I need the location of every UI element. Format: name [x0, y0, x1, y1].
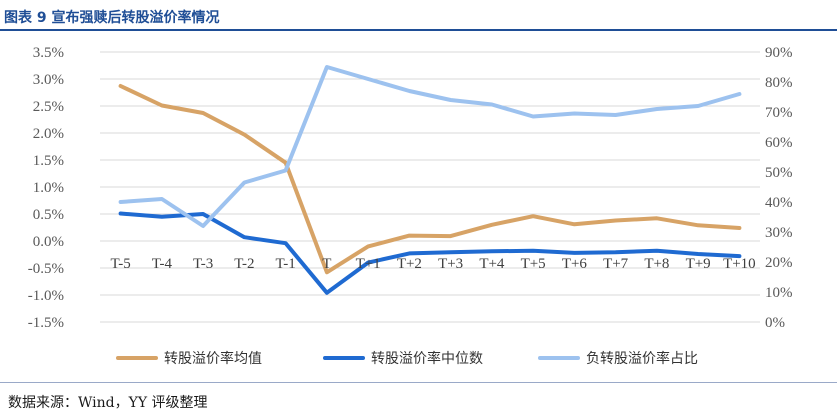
- x-axis-tick-label: T+8: [644, 256, 669, 272]
- right-axis-tick-label: 80%: [765, 75, 793, 91]
- left-axis-ticks: -1.5% -1.0% -0.5% 0.0% 0.5% 1.0% 1.5% 2.0% 2.5% 3…: [28, 45, 64, 331]
- right-axis-tick-label: 30%: [765, 225, 793, 241]
- chart: -1.5% -1.0% -0.5% 0.0% 0.5% 1.0% 1.5% 2.0% 2.5% 3…: [28, 45, 793, 367]
- x-axis-tick-label: T+4: [479, 256, 505, 272]
- right-axis-tick-label: 60%: [765, 135, 793, 151]
- legend-label: 转股溢价率均值: [164, 350, 262, 367]
- x-axis-tick-label: T-1: [275, 256, 295, 272]
- x-axis-tick-label: T+6: [562, 256, 588, 272]
- series-line-2: [118, 211, 742, 295]
- figure-title: 图表 9 宣布强赎后转股溢价率情况: [4, 10, 220, 26]
- left-axis-tick-label: 3.5%: [33, 45, 64, 61]
- footer-divider: [0, 382, 837, 383]
- x-axis-tick-label: T-3: [193, 256, 213, 272]
- gridlines: [100, 51, 760, 323]
- x-axis-tick-label: T+9: [686, 256, 711, 272]
- x-axis-tick-label: T+1: [356, 256, 381, 272]
- left-axis-tick-label: 1.0%: [33, 180, 64, 196]
- data-source-note: 数据来源：Wind，YY 评级整理: [8, 395, 208, 411]
- series-line-1: [118, 84, 742, 275]
- legend: 转股溢价率均值 转股溢价率中位数 负转股溢价率占比: [116, 350, 698, 367]
- x-axis-tick-label: T+10: [723, 256, 756, 272]
- x-axis-tick-label: T: [322, 256, 331, 272]
- right-axis-ticks: 0% 10% 20% 30% 40% 50% 60% 70% 80% 90%: [765, 45, 793, 331]
- right-axis-tick-label: 10%: [765, 285, 793, 301]
- right-axis-tick-label: 70%: [765, 105, 793, 121]
- right-axis-tick-label: 20%: [765, 255, 793, 271]
- left-axis-tick-label: 2.0%: [33, 126, 64, 142]
- left-axis-tick-label: 3.0%: [33, 72, 64, 88]
- legend-label: 负转股溢价率占比: [586, 350, 698, 367]
- x-axis-tick-label: T-5: [110, 256, 130, 272]
- series-line-3: [118, 65, 742, 228]
- right-axis-tick-label: 90%: [765, 45, 793, 61]
- x-axis-tick-label: T-4: [152, 256, 173, 272]
- x-axis-tick-label: T+3: [438, 256, 463, 272]
- x-axis-tick-label: T-2: [234, 256, 254, 272]
- right-axis-tick-label: 40%: [765, 195, 793, 211]
- left-axis-tick-label: -0.5%: [28, 261, 64, 277]
- legend-label: 转股溢价率中位数: [371, 350, 483, 367]
- x-axis-tick-label: T+7: [603, 256, 629, 272]
- series-lines: [118, 65, 742, 295]
- left-axis-tick-label: 2.5%: [33, 99, 64, 115]
- title-divider: [0, 29, 837, 31]
- left-axis-tick-label: 1.5%: [33, 153, 64, 169]
- left-axis-tick-label: -1.0%: [28, 288, 64, 304]
- right-axis-tick-label: 50%: [765, 165, 793, 181]
- x-axis-ticks: T-5 T-4 T-3 T-2 T-1 T T+1 T+2 T+3 T+4 T+5 T+6 T+7 T+8…: [110, 256, 755, 272]
- left-axis-tick-label: 0.5%: [33, 207, 64, 223]
- x-axis-tick-label: T+5: [521, 256, 546, 272]
- right-axis-tick-label: 0%: [765, 315, 785, 331]
- left-axis-tick-label: -1.5%: [28, 315, 64, 331]
- left-axis-tick-label: 0.0%: [33, 234, 64, 250]
- x-axis-tick-label: T+2: [397, 256, 422, 272]
